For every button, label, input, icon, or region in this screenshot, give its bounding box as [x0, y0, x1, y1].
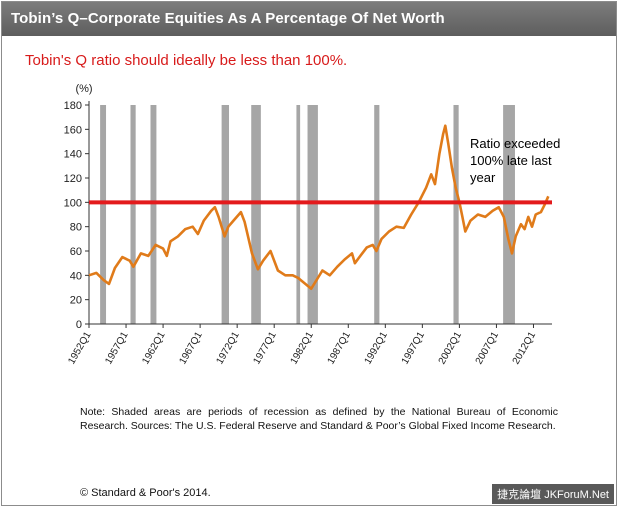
annotation-line-1: Ratio exceeded [470, 136, 561, 151]
y-tick-label: 100 [64, 197, 82, 209]
x-tick-label: 1957Q1 [103, 330, 131, 367]
recession-band [296, 105, 301, 324]
y-tick-label: 20 [70, 295, 82, 307]
x-tick-label: 1972Q1 [214, 330, 242, 367]
recession-band [130, 105, 136, 324]
x-tick-label: 2007Q1 [474, 330, 502, 367]
y-tick-label: 140 [64, 149, 82, 161]
y-tick-label: 80 [70, 222, 82, 234]
tobins-q-series-line [88, 124, 550, 290]
recession-band [150, 105, 157, 324]
recession-band [453, 105, 459, 324]
x-tick-label: 1962Q1 [140, 330, 168, 367]
x-tick-label: 1967Q1 [177, 330, 205, 367]
y-axis-label: (%) [75, 83, 92, 95]
recession-band [251, 105, 261, 324]
recession-band [307, 105, 318, 324]
recession-band [100, 105, 107, 324]
source-note: Note: Shaded areas are periods of recess… [80, 406, 558, 432]
x-tick-label: 2012Q1 [511, 330, 539, 367]
x-tick-label: 1982Q1 [289, 330, 317, 367]
y-tick-label: 0 [76, 319, 82, 331]
watermark: 捷克論壇 JKForuM.Net [492, 484, 614, 504]
x-tick-label: 1997Q1 [400, 330, 428, 367]
y-tick-label: 60 [70, 246, 82, 258]
chart-annotation: Ratio exceeded 100% late last year [470, 135, 560, 186]
x-tick-label: 2002Q1 [437, 330, 465, 367]
recession-band [374, 105, 380, 324]
y-tick-label: 40 [70, 270, 82, 282]
x-tick-label: 1977Q1 [251, 330, 279, 367]
annotation-line-3: year [470, 170, 496, 185]
panel-title: Tobin’s Q–Corporate Equities As A Percen… [2, 2, 616, 36]
chart-subtitle: Tobin's Q ratio should ideally be less t… [25, 52, 348, 69]
annotation-line-2: 100% late last [470, 153, 552, 168]
y-tick-label: 180 [64, 100, 82, 112]
x-tick-label: 1952Q1 [66, 330, 94, 367]
copyright: © Standard & Poor's 2014. [80, 487, 211, 499]
recession-band [221, 105, 230, 324]
recession-band [503, 105, 515, 324]
x-tick-label: 1987Q1 [326, 330, 354, 367]
y-tick-label: 160 [64, 124, 82, 136]
y-tick-label: 120 [64, 173, 82, 185]
x-tick-label: 1992Q1 [363, 330, 391, 367]
